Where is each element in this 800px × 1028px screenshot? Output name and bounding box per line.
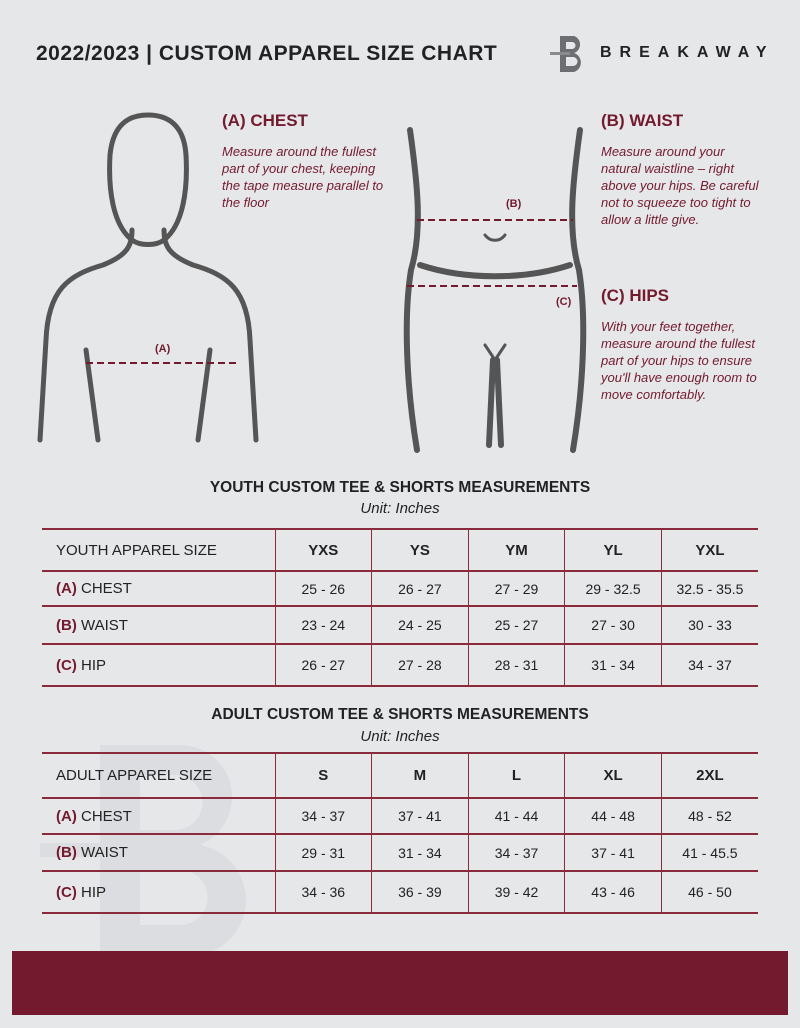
table-cell: 29 - 32.5 <box>564 570 662 607</box>
chest-marker: (A) <box>155 343 171 355</box>
table-cell: 26 - 27 <box>274 643 372 687</box>
adult-size-table: ADULT APPAREL SIZE S M L XL 2XL (A) CHES… <box>42 752 758 914</box>
header-cell: YXS <box>274 528 372 572</box>
header-cell: YL <box>564 528 662 572</box>
table-cell: 37 - 41 <box>371 797 469 835</box>
table-cell: 34 - 36 <box>274 870 372 914</box>
row-label: WAIST <box>81 616 128 634</box>
header-cell: S <box>274 752 372 799</box>
row-label: HIP <box>81 883 107 901</box>
table-cell: 31 - 34 <box>564 643 662 687</box>
row-code: (B) <box>56 844 77 861</box>
table-cell: 44 - 48 <box>564 797 662 835</box>
header-cell: YOUTH APPAREL SIZE <box>42 528 275 572</box>
chest-description: Measure around the fullest part of your … <box>222 144 384 210</box>
row-code: (B) <box>56 616 77 634</box>
table-cell: 43 - 46 <box>564 870 662 914</box>
row-code: (C) <box>56 656 77 674</box>
header-cell: XL <box>564 752 662 799</box>
footer-bar <box>12 951 788 1015</box>
upper-body-figure <box>37 112 259 443</box>
table-cell: 36 - 39 <box>371 870 469 914</box>
hips-description: With your feet together, measure around … <box>601 319 757 402</box>
table-cell: 25 - 27 <box>467 605 565 645</box>
table-cell: 23 - 24 <box>274 605 372 645</box>
header-cell: 2XL <box>660 752 758 799</box>
row-label: CHEST <box>81 580 132 597</box>
waist-description: Measure around your natural waistline – … <box>601 144 759 227</box>
table-row: (A) CHEST 34 - 37 37 - 41 41 - 44 44 - 4… <box>42 797 758 835</box>
row-code: (A) <box>56 580 77 597</box>
table-cell: 41 - 45.5 <box>660 833 758 872</box>
table-cell: 25 - 26 <box>274 570 372 607</box>
hips-marker: (C) <box>556 296 572 308</box>
waist-heading: (B) WAIST <box>601 111 684 130</box>
header-cell: YXL <box>660 528 758 572</box>
table-cell: 32.5 - 35.5 <box>660 570 758 607</box>
adult-section-title: ADULT CUSTOM TEE & SHORTS MEASUREMENTS <box>211 706 589 723</box>
youth-section-title: YOUTH CUSTOM TEE & SHORTS MEASUREMENTS <box>209 479 591 496</box>
row-label: WAIST <box>81 844 128 861</box>
youth-unit: Unit: Inches <box>360 500 440 517</box>
table-cell: 27 - 29 <box>467 570 565 607</box>
table-row: (C) HIP 34 - 36 36 - 39 39 - 42 43 - 46 … <box>42 870 758 914</box>
table-cell: 31 - 34 <box>371 833 469 872</box>
page-title: 2022/2023 | CUSTOM APPAREL SIZE CHART <box>36 42 498 65</box>
row-label: CHEST <box>81 807 132 825</box>
table-row: (B) WAIST 29 - 31 31 - 34 34 - 37 37 - 4… <box>42 833 758 872</box>
chest-heading: (A) CHEST <box>222 111 308 130</box>
table-cell: 29 - 31 <box>274 833 372 872</box>
table-cell: 27 - 30 <box>564 605 662 645</box>
header-cell: L <box>467 752 565 799</box>
table-cell: 37 - 41 <box>564 833 662 872</box>
breakaway-logo <box>550 36 581 72</box>
lower-body-figure <box>403 127 587 453</box>
table-cell: 46 - 50 <box>660 870 758 914</box>
table-cell: 34 - 37 <box>467 833 565 872</box>
table-cell: 48 - 52 <box>660 797 758 835</box>
table-row: (C) HIP 26 - 27 27 - 28 28 - 31 31 - 34 … <box>42 643 758 687</box>
header-cell: YM <box>467 528 565 572</box>
table-cell: 27 - 28 <box>371 643 469 687</box>
table-cell: 24 - 25 <box>371 605 469 645</box>
row-code: (C) <box>56 883 77 901</box>
table-header-row: YOUTH APPAREL SIZE YXS YS YM YL YXL <box>42 528 758 572</box>
header-cell: YS <box>371 528 469 572</box>
table-cell: 39 - 42 <box>467 870 565 914</box>
adult-unit: Unit: Inches <box>360 728 440 745</box>
row-code: (A) <box>56 807 77 825</box>
header-cell: M <box>371 752 469 799</box>
table-row: (A) CHEST 25 - 26 26 - 27 27 - 29 29 - 3… <box>42 570 758 607</box>
table-cell: 26 - 27 <box>371 570 469 607</box>
waist-marker: (B) <box>506 198 522 210</box>
row-label: HIP <box>81 656 107 674</box>
table-header-row: ADULT APPAREL SIZE S M L XL 2XL <box>42 752 758 799</box>
table-cell: 28 - 31 <box>467 643 565 687</box>
header-cell: ADULT APPAREL SIZE <box>42 752 275 799</box>
table-cell: 41 - 44 <box>467 797 565 835</box>
hips-heading: (C) HIPS <box>601 286 669 305</box>
table-cell: 30 - 33 <box>660 605 758 645</box>
youth-size-table: YOUTH APPAREL SIZE YXS YS YM YL YXL (A) … <box>42 528 758 687</box>
table-cell: 34 - 37 <box>660 643 758 687</box>
table-cell: 34 - 37 <box>274 797 372 835</box>
brand-name: BREAKAWAY <box>600 44 775 61</box>
table-row: (B) WAIST 23 - 24 24 - 25 25 - 27 27 - 3… <box>42 605 758 645</box>
